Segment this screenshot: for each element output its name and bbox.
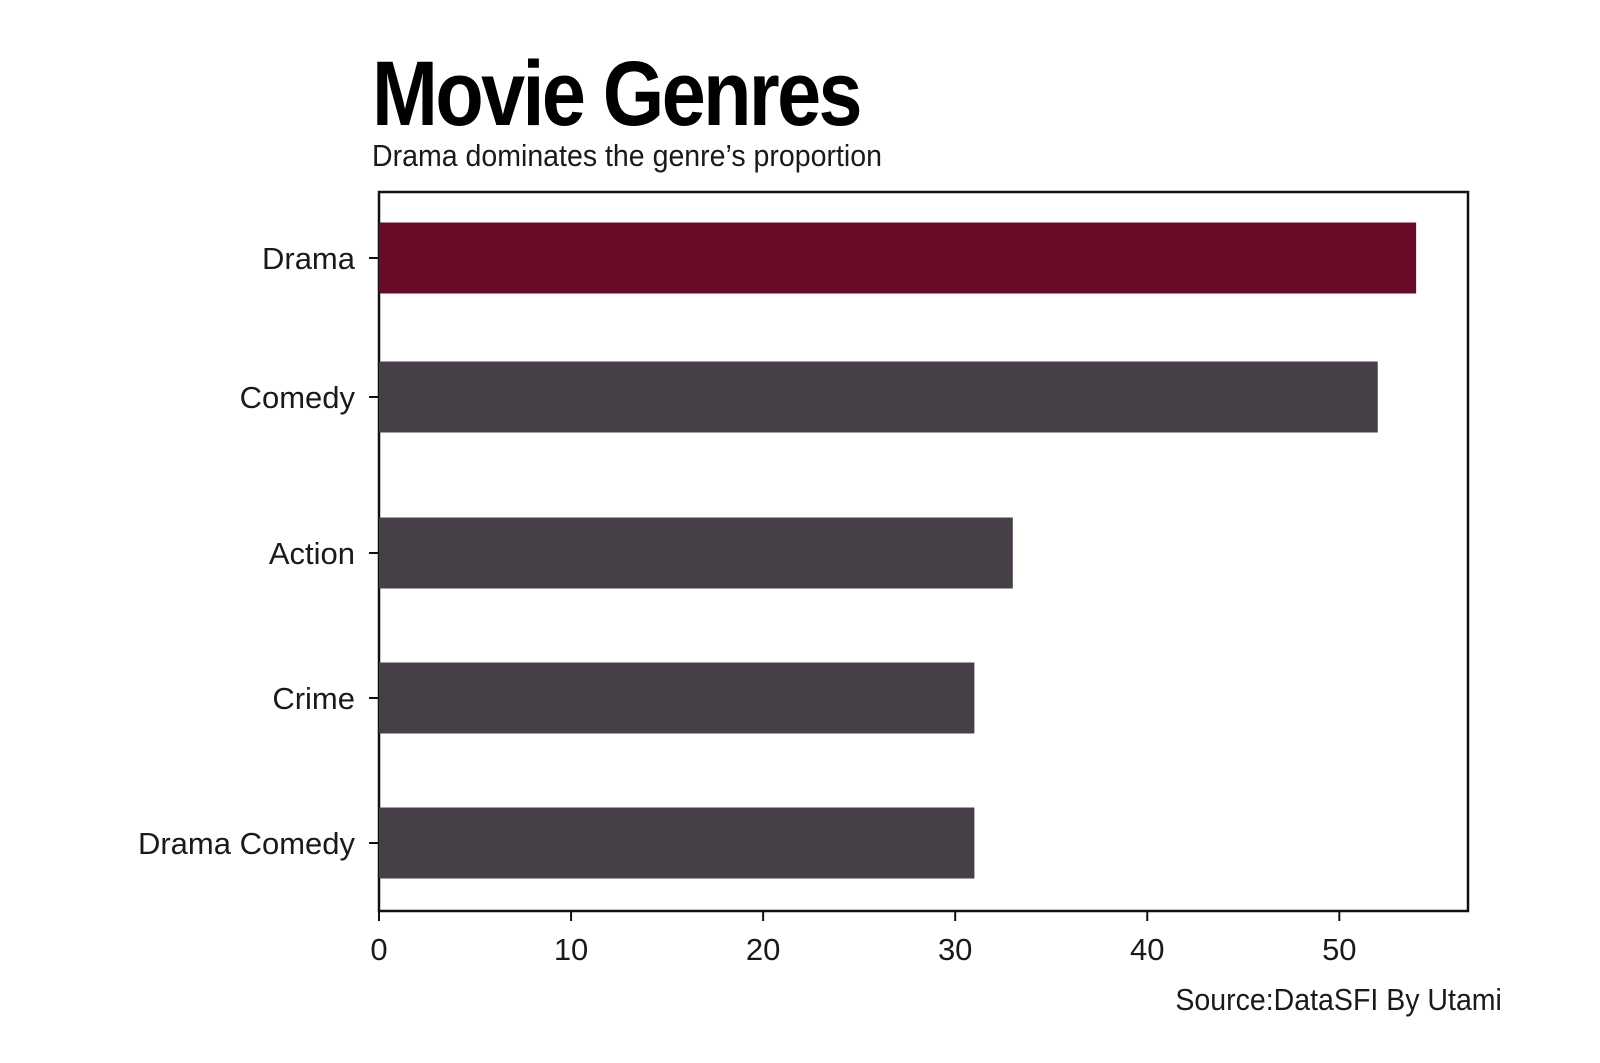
x-tick-label-20: 20 (746, 932, 780, 967)
x-tick-label-10: 10 (554, 932, 588, 967)
y-tick-label-comedy: Comedy (240, 380, 356, 415)
y-tick-label-drama-comedy: Drama Comedy (138, 826, 356, 861)
x-tick-label-50: 50 (1322, 932, 1356, 967)
bar-crime (379, 662, 975, 734)
bar-drama (379, 222, 1417, 294)
x-axis: 0 10 20 30 40 50 (370, 911, 1357, 967)
bar-drama-comedy (379, 807, 975, 879)
source-note: Source:DataSFI By Utami (1175, 982, 1502, 1017)
bar-comedy (379, 361, 1378, 433)
x-tick-label-30: 30 (938, 932, 972, 967)
chart-title: Movie Genres (372, 43, 863, 145)
y-tick-label-crime: Crime (272, 681, 355, 716)
y-tick-label-drama: Drama (262, 241, 356, 276)
y-tick-label-action: Action (269, 536, 355, 571)
chart-subtitle: Drama dominates the genre’s proportion (372, 138, 882, 173)
bars-group (379, 222, 1417, 879)
y-axis: Drama Comedy Action Crime Drama Comedy (138, 241, 379, 861)
x-tick-label-40: 40 (1130, 932, 1164, 967)
bar-action (379, 517, 1013, 589)
x-tick-label-0: 0 (370, 932, 387, 967)
